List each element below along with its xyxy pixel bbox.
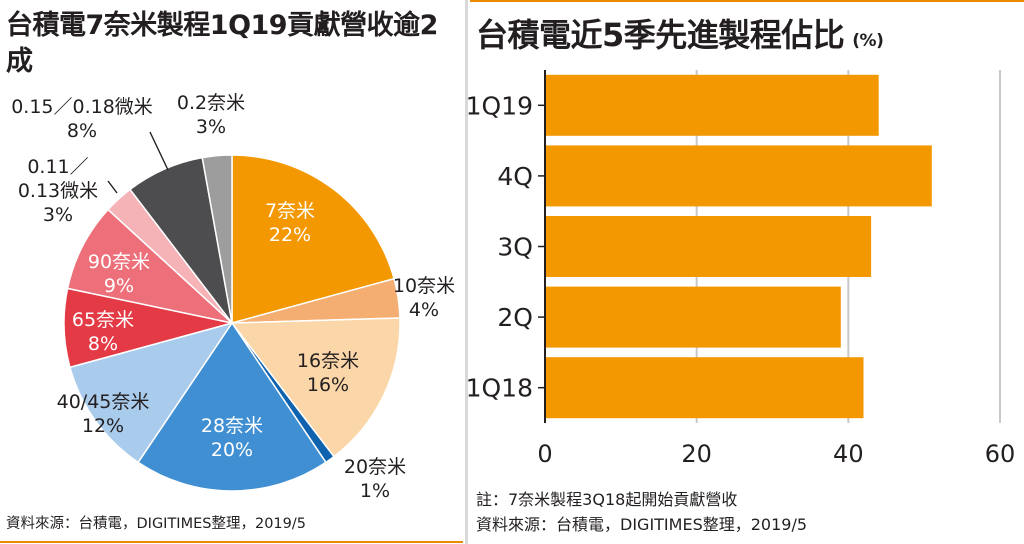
pie-slice-name: 20奈米 <box>344 456 406 478</box>
bar-category-label: 1Q19 <box>466 91 533 120</box>
pie-slice-name: 16奈米 <box>297 350 359 372</box>
bar <box>545 357 864 419</box>
pie-slice <box>201 154 233 324</box>
bar-chart-unit: (%) <box>852 31 884 51</box>
pie-slice-percent: 9% <box>104 275 134 297</box>
pie-slice-name: 28奈米 <box>201 415 263 437</box>
pie-slice-name: 10奈米 <box>393 275 455 297</box>
panel-divider <box>465 0 468 544</box>
pie-slice-percent: 3% <box>196 116 226 138</box>
pie-slice-percent: 3% <box>43 204 73 226</box>
pie-slice-percent: 22% <box>269 224 311 246</box>
pie-slice-name: 0.2奈米 <box>177 92 245 114</box>
bar <box>545 74 879 136</box>
pie-slice-percent: 20% <box>211 439 253 461</box>
bar <box>545 216 872 277</box>
top-rule-right <box>470 0 1024 2</box>
pie-slice-percent: 8% <box>67 120 97 142</box>
bottom-rule-left <box>0 541 463 543</box>
bar-x-tick-label: 20 <box>681 440 712 468</box>
pie-slice-name: 0.15／0.18微米 <box>11 96 153 118</box>
pie-slice <box>69 321 234 464</box>
pie-leader-line <box>107 180 118 194</box>
bar <box>545 145 932 207</box>
pie-slice <box>137 321 327 492</box>
pie-slice-name: 0.13微米 <box>18 180 98 202</box>
pie-slice-percent: 12% <box>82 415 124 437</box>
bar-category-label: 3Q <box>497 233 533 262</box>
pie-slice-percent: 16% <box>307 374 349 396</box>
pie-slice <box>231 154 395 324</box>
bar-chart-title: 台積電近5季先進製程佔比 <box>476 16 845 54</box>
bar-chart: 1Q19 4Q 3Q 2Q 1Q18 0 20 40 60 <box>466 70 1016 468</box>
pie-slice-percent: 4% <box>409 299 439 321</box>
bar-x-tick-label: 60 <box>985 440 1016 468</box>
pie-chart-panel: 台積電7奈米製程1Q19貢獻營收逾2成 7奈米 22% 10奈米 4% 16奈米 16% 2… <box>0 0 463 544</box>
pie-slice-name: 7奈米 <box>265 200 315 222</box>
bar-x-tick-label: 0 <box>537 440 552 468</box>
pie-slice-name: 65奈米 <box>72 309 134 331</box>
bar-category-label: 2Q <box>497 303 533 332</box>
pie-slice <box>230 317 401 458</box>
pie-slice-percent: 1% <box>360 480 390 502</box>
pie-slice-name: 0.11／ <box>27 156 88 178</box>
bar-source-text: 資料來源：台積電，DIGITIMES整理，2019/5 <box>476 515 808 534</box>
bar-x-tick-label: 40 <box>833 440 864 468</box>
pie-slice-name: 40/45奈米 <box>57 391 150 413</box>
bar <box>545 286 841 348</box>
pie-slice-name: 90奈米 <box>88 251 150 273</box>
bar-chart-panel: 台積電近5季先進製程佔比 (%) 1Q19 4Q 3Q 2Q 1Q18 0 20 40 60 註：… <box>466 0 1024 544</box>
bar-category-label: 1Q18 <box>466 374 533 403</box>
pie-slice-percent: 8% <box>88 333 118 355</box>
pie-slice <box>66 208 235 325</box>
pie-source-text: 資料來源：台積電，DIGITIMES整理，2019/5 <box>6 516 306 532</box>
pie-chart-title: 台積電7奈米製程1Q19貢獻營收逾2成 <box>6 10 438 77</box>
pie-leader-line <box>149 131 169 171</box>
pie-chart: 7奈米22%10奈米4%16奈米16%20奈米1%28奈米20%40/45奈米1… <box>11 92 455 502</box>
bar-note-text: 註：7奈米製程3Q18起開始貢獻營收 <box>476 490 738 509</box>
bar-chart-title-row: 台積電近5季先進製程佔比 (%) <box>476 14 884 62</box>
bar-category-label: 4Q <box>497 162 533 191</box>
